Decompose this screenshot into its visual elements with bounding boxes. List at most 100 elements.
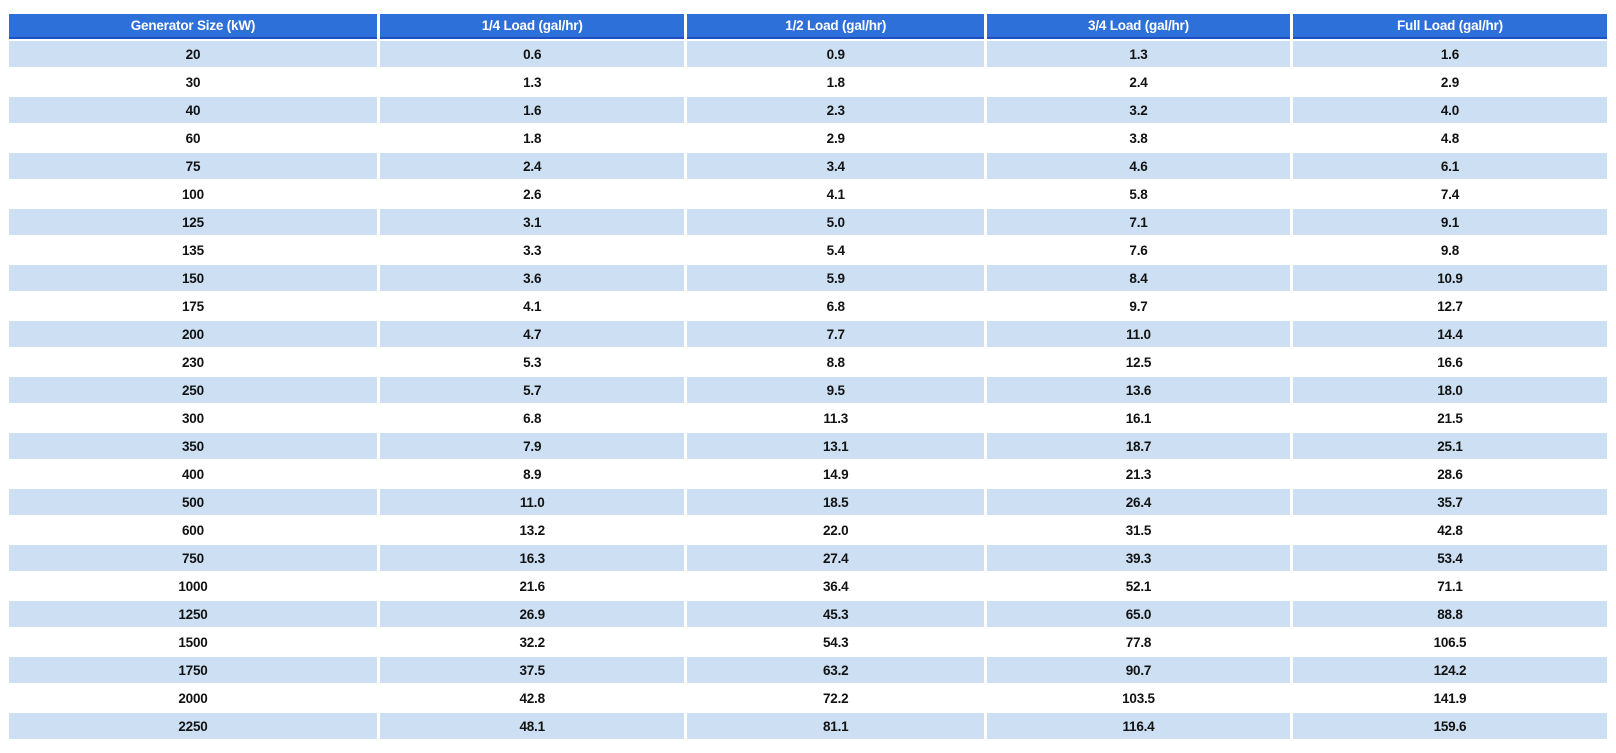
table-cell: 14.9 (687, 461, 985, 487)
table-cell: 3.4 (687, 153, 985, 179)
table-cell: 103.5 (987, 685, 1290, 711)
table-cell: 37.5 (379, 657, 685, 683)
table-cell: 5.9 (687, 265, 985, 291)
table-cell: 4.0 (1292, 97, 1607, 123)
table-cell: 1000 (9, 573, 377, 599)
table-cell: 4.6 (987, 153, 1290, 179)
table-cell: 40 (9, 97, 377, 123)
table-cell: 13.2 (379, 517, 685, 543)
table-cell: 18.0 (1292, 377, 1607, 403)
table-row: 1500 32.2 54.3 77.8 106.5 (9, 629, 1607, 655)
table-cell: 2000 (9, 685, 377, 711)
table-cell: 53.4 (1292, 545, 1607, 571)
table-row: 200 4.7 7.7 11.0 14.4 (9, 321, 1607, 347)
table-cell: 18.7 (987, 433, 1290, 459)
table-cell: 27.4 (687, 545, 985, 571)
table-cell: 16.3 (379, 545, 685, 571)
table-row: 1750 37.5 63.2 90.7 124.2 (9, 657, 1607, 683)
table-cell: 1.8 (379, 125, 685, 151)
table-cell: 71.1 (1292, 573, 1607, 599)
table-cell: 3.6 (379, 265, 685, 291)
table-cell: 3.2 (987, 97, 1290, 123)
table-cell: 75 (9, 153, 377, 179)
table-row: 150 3.6 5.9 8.4 10.9 (9, 265, 1607, 291)
table-cell: 2.4 (987, 69, 1290, 95)
table-cell: 1.3 (379, 69, 685, 95)
table-cell: 2.6 (379, 181, 685, 207)
table-cell: 175 (9, 293, 377, 319)
table-row: 175 4.1 6.8 9.7 12.7 (9, 293, 1607, 319)
table-cell: 141.9 (1292, 685, 1607, 711)
table-cell: 26.9 (379, 601, 685, 627)
table-row: 30 1.3 1.8 2.4 2.9 (9, 69, 1607, 95)
table-row: 500 11.0 18.5 26.4 35.7 (9, 489, 1607, 515)
table-row: 300 6.8 11.3 16.1 21.5 (9, 405, 1607, 431)
table-cell: 48.1 (379, 713, 685, 739)
table-cell: 1750 (9, 657, 377, 683)
table-cell: 39.3 (987, 545, 1290, 571)
table-row: 135 3.3 5.4 7.6 9.8 (9, 237, 1607, 263)
table-cell: 5.3 (379, 349, 685, 375)
table-cell: 7.4 (1292, 181, 1607, 207)
table-cell: 4.8 (1292, 125, 1607, 151)
table-cell: 106.5 (1292, 629, 1607, 655)
table-cell: 135 (9, 237, 377, 263)
table-cell: 1250 (9, 601, 377, 627)
table-cell: 7.1 (987, 209, 1290, 235)
table-cell: 8.4 (987, 265, 1290, 291)
column-header-half-load: 1/2 Load (gal/hr) (687, 14, 985, 39)
table-cell: 4.7 (379, 321, 685, 347)
table-cell: 250 (9, 377, 377, 403)
table-cell: 60 (9, 125, 377, 151)
table-cell: 3.1 (379, 209, 685, 235)
header-row: Generator Size (kW) 1/4 Load (gal/hr) 1/… (9, 14, 1607, 39)
table-cell: 12.7 (1292, 293, 1607, 319)
table-cell: 600 (9, 517, 377, 543)
table-row: 350 7.9 13.1 18.7 25.1 (9, 433, 1607, 459)
generator-fuel-consumption-table: Generator Size (kW) 1/4 Load (gal/hr) 1/… (6, 12, 1610, 741)
table-cell: 2.9 (687, 125, 985, 151)
table-cell: 6.1 (1292, 153, 1607, 179)
table-cell: 9.7 (987, 293, 1290, 319)
table-cell: 65.0 (987, 601, 1290, 627)
table-cell: 750 (9, 545, 377, 571)
table-cell: 1.3 (987, 41, 1290, 67)
table-cell: 6.8 (687, 293, 985, 319)
table-cell: 72.2 (687, 685, 985, 711)
table-row: 1250 26.9 45.3 65.0 88.8 (9, 601, 1607, 627)
table-cell: 0.6 (379, 41, 685, 67)
table-row: 600 13.2 22.0 31.5 42.8 (9, 517, 1607, 543)
table-cell: 20 (9, 41, 377, 67)
table-cell: 5.8 (987, 181, 1290, 207)
table-cell: 30 (9, 69, 377, 95)
table-cell: 11.3 (687, 405, 985, 431)
table-cell: 54.3 (687, 629, 985, 655)
table-cell: 45.3 (687, 601, 985, 627)
table-cell: 3.3 (379, 237, 685, 263)
table-cell: 100 (9, 181, 377, 207)
table-cell: 52.1 (987, 573, 1290, 599)
table-cell: 21.3 (987, 461, 1290, 487)
table-cell: 11.0 (987, 321, 1290, 347)
table-cell: 10.9 (1292, 265, 1607, 291)
table-cell: 7.7 (687, 321, 985, 347)
column-header-three-quarter-load: 3/4 Load (gal/hr) (987, 14, 1290, 39)
table-cell: 21.5 (1292, 405, 1607, 431)
table-cell: 16.1 (987, 405, 1290, 431)
table-cell: 2.9 (1292, 69, 1607, 95)
table-row: 20 0.6 0.9 1.3 1.6 (9, 41, 1607, 67)
table-cell: 9.8 (1292, 237, 1607, 263)
table-cell: 13.6 (987, 377, 1290, 403)
table-cell: 200 (9, 321, 377, 347)
table-cell: 350 (9, 433, 377, 459)
table-row: 250 5.7 9.5 13.6 18.0 (9, 377, 1607, 403)
table-cell: 77.8 (987, 629, 1290, 655)
table-cell: 22.0 (687, 517, 985, 543)
table-row: 40 1.6 2.3 3.2 4.0 (9, 97, 1607, 123)
table-cell: 18.5 (687, 489, 985, 515)
table-cell: 21.6 (379, 573, 685, 599)
table-cell: 5.0 (687, 209, 985, 235)
table-cell: 1500 (9, 629, 377, 655)
table-cell: 116.4 (987, 713, 1290, 739)
